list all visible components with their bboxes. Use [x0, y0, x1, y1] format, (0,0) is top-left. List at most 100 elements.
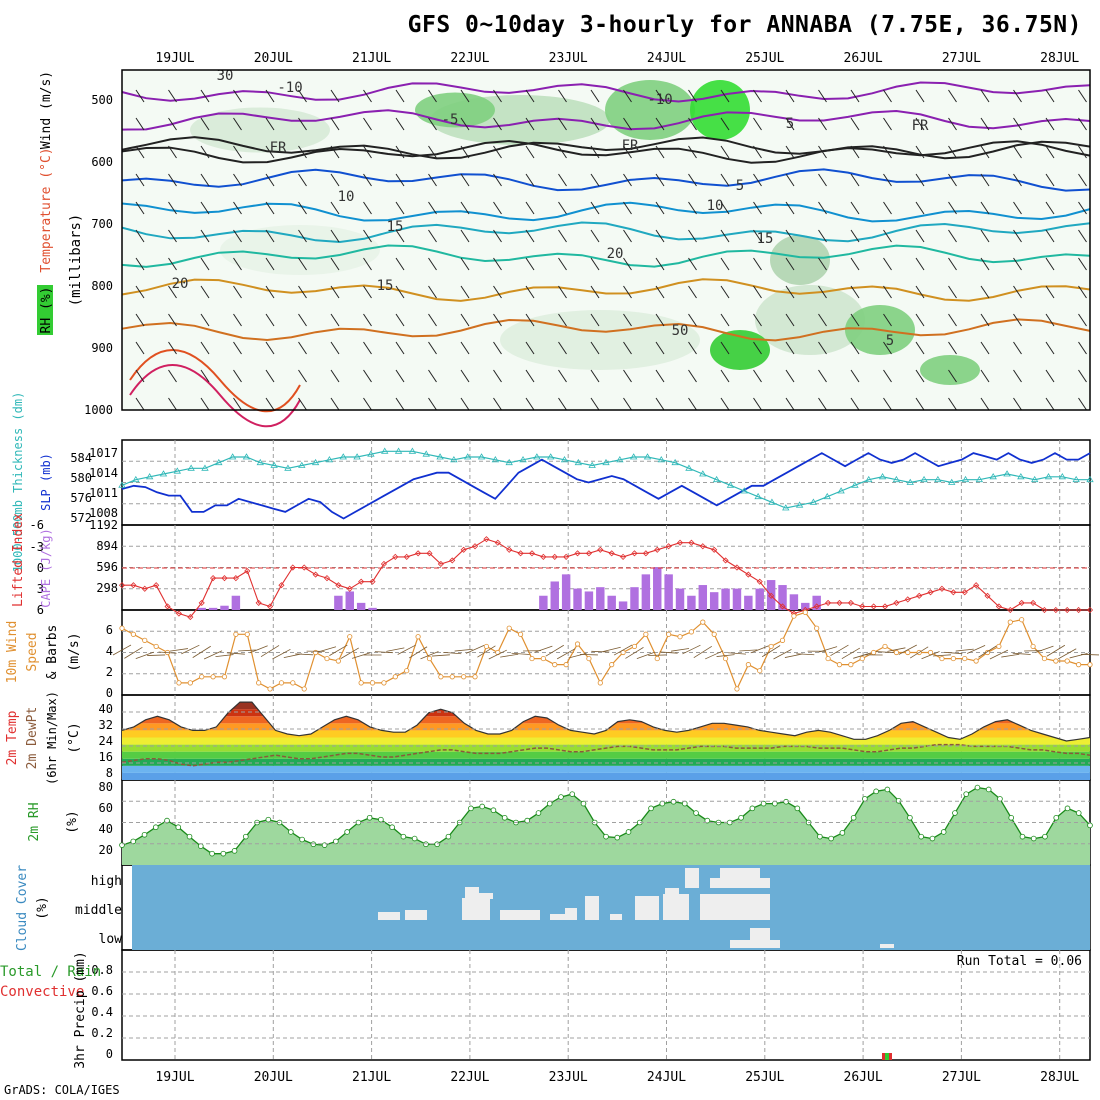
wind-barb-10m [796, 653, 815, 656]
ylabel-wind-c: & Barbs [45, 625, 60, 680]
slp-tick: 1017 [89, 446, 118, 460]
lifted-index-point [756, 578, 763, 585]
wind-barb [135, 257, 145, 271]
wind-barb-10m [955, 648, 974, 652]
rh-point [164, 817, 170, 824]
li-tick: 0 [37, 561, 44, 575]
thickness-point [132, 475, 140, 483]
lifted-index-point [620, 553, 627, 560]
wind-barb [395, 145, 405, 159]
wind-barb [818, 145, 827, 159]
wind-barb-10m [1080, 653, 1100, 656]
wind-barb [363, 145, 372, 159]
thickness-point [311, 458, 320, 466]
lifted-index-point [255, 599, 262, 606]
wind-barb [1045, 201, 1055, 215]
wind-speed-point [973, 658, 979, 664]
wind-barb [395, 285, 405, 299]
wind-speed-point [586, 655, 592, 662]
wind-barb [265, 89, 275, 103]
thickness-point [187, 464, 195, 471]
wind-barb [850, 145, 860, 159]
contour-label: FR [912, 118, 929, 134]
lifted-index-point [335, 582, 342, 589]
wind-barb [590, 257, 600, 271]
rh-point [693, 810, 699, 816]
wind-speed-point [722, 655, 729, 662]
wind-barb [233, 369, 242, 383]
lifted-index-point [711, 546, 718, 553]
wind-barb-10m [169, 648, 188, 652]
precip-bar-total [885, 1053, 889, 1060]
wind-barb [298, 201, 307, 215]
temp-band [122, 772, 1090, 780]
wind-barb [525, 369, 535, 383]
lifted-index-point [130, 582, 137, 589]
wind-speed-point [927, 649, 934, 656]
temp-tick: 16 [99, 750, 113, 764]
wind-barb [948, 89, 957, 103]
thickness-point [215, 458, 223, 466]
rh-point [580, 800, 587, 807]
cape-bar [561, 574, 571, 610]
rh-point [614, 834, 621, 841]
wind-barb [883, 89, 892, 103]
wind-speed-point [643, 631, 649, 637]
wind-speed-point [540, 655, 546, 662]
wind-speed-point [893, 649, 900, 656]
wind-barb-10m [545, 644, 564, 657]
wind-barb [558, 117, 567, 131]
wind-barb [330, 285, 340, 299]
rh-legend-swatch [37, 285, 53, 335]
li-tick: 6 [37, 603, 44, 617]
wind-barb-10m [112, 644, 132, 656]
wind-barb [233, 285, 242, 299]
wind-barb [818, 285, 827, 299]
wind-barb [850, 89, 860, 103]
wind-speed-point [483, 643, 490, 650]
lifted-index-point [563, 553, 570, 560]
wind-barb [688, 397, 697, 411]
lifted-index-point [847, 599, 854, 606]
thickness-point [381, 447, 389, 454]
cape-bar [664, 574, 673, 610]
contour-label: -10 [277, 80, 302, 96]
rh-point [862, 796, 868, 802]
lifted-index-point [358, 578, 365, 585]
temp-contour [121, 244, 1091, 268]
wind-speed-point [176, 680, 182, 686]
wind-speed-point [153, 643, 159, 650]
wind-barb [1045, 257, 1055, 271]
cape-bar [709, 592, 719, 610]
contour-label: 15 [377, 278, 394, 294]
wind-barb [298, 341, 307, 355]
wind-barb [720, 173, 730, 187]
wind-barb [168, 173, 177, 187]
lifted-index-point [585, 550, 592, 557]
thickness-point [325, 456, 334, 463]
li-tick-top: -6 [30, 518, 44, 532]
wind-barb-10m [556, 648, 576, 660]
wind-barb [818, 257, 827, 271]
pressure-tick: 600 [91, 155, 113, 169]
wind-barb [818, 117, 827, 131]
thickness-point [671, 458, 679, 466]
wind-barb-10m [1001, 653, 1020, 658]
lifted-index-point [768, 592, 775, 599]
wind-barb [298, 313, 307, 327]
lifted-index-point [118, 582, 126, 589]
thickness-point [118, 481, 126, 488]
wind-barb [525, 117, 535, 131]
wind-barb-10m [465, 645, 485, 654]
wind-speed-point [267, 686, 273, 692]
wind-barb [785, 89, 795, 103]
rh-point [243, 833, 249, 840]
wind-barb [883, 369, 892, 383]
wind-barb [558, 313, 567, 327]
ylabel-temp-c: (6hr Min/Max) [45, 691, 59, 785]
wind-barb [785, 173, 795, 187]
wind-barb [493, 201, 502, 215]
wind-barb [915, 313, 925, 327]
date-label-bottom: 22JUL [450, 1070, 489, 1085]
wind-barb [525, 285, 535, 299]
